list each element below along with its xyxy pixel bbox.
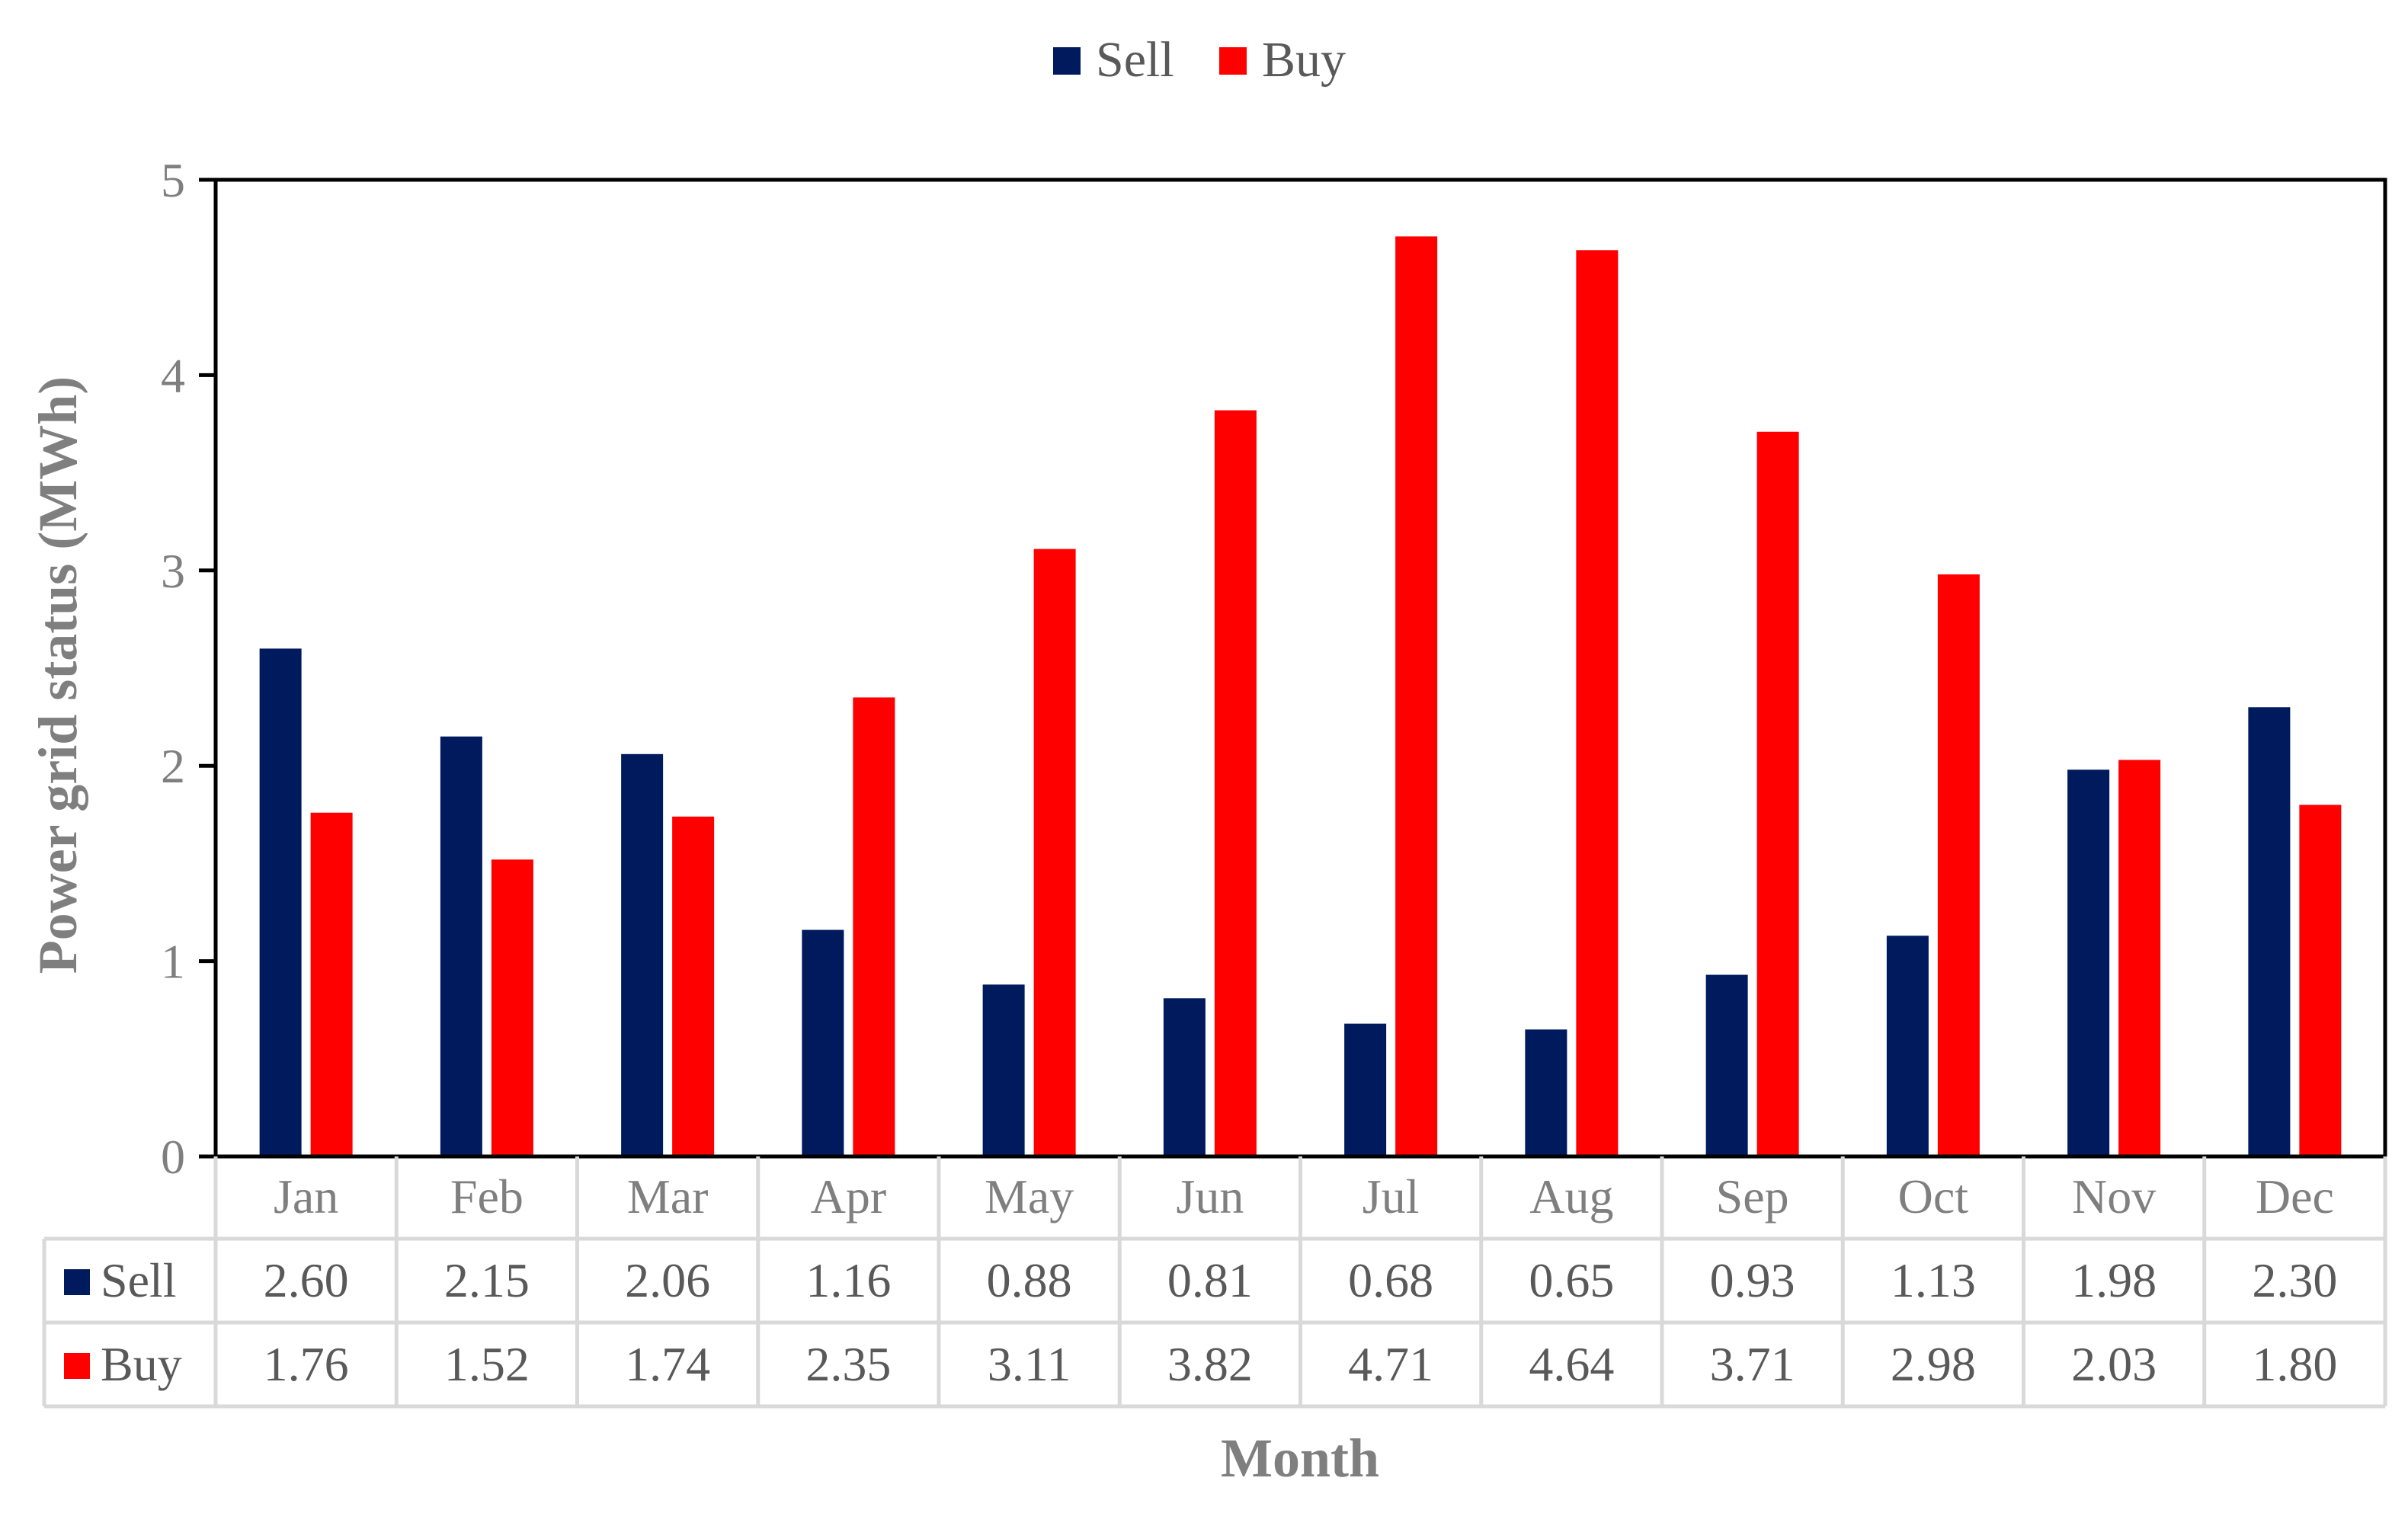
bar-buy-mar [672,816,715,1156]
x-tick-label: Jul [1363,1169,1420,1224]
table-row-label: Buy [101,1337,182,1391]
y-tick-label: 3 [161,544,185,598]
legend-label: Buy [1262,32,1346,88]
y-tick-label: 0 [161,1130,185,1184]
x-tick-label: Sep [1716,1169,1789,1224]
x-tick-label: Mar [627,1169,709,1224]
bar-buy-feb [491,859,533,1156]
x-tick-label: Jan [274,1169,338,1224]
x-tick-label: Apr [811,1169,887,1224]
table-cell-value: 3.11 [988,1337,1071,1391]
table-cell-value: 4.71 [1348,1337,1433,1391]
table-cell-value: 2.03 [2071,1337,2157,1391]
y-tick-label: 4 [161,348,185,402]
y-tick-label: 5 [161,153,185,207]
table-cell-value: 4.64 [1529,1337,1614,1391]
bar-sell-aug [1525,1029,1567,1156]
data-table: Jan Feb Mar Apr May Jun Jul Aug Sep Oct Nov Dec Sell… [42,1156,2387,1409]
bar-sell-jul [1344,1023,1387,1156]
table-cell-value: 0.65 [1529,1253,1614,1307]
table-cell-value: 2.30 [2252,1253,2337,1307]
y-tick-label: 1 [161,935,185,989]
table-cell-value: 1.16 [805,1253,891,1307]
x-tick-label: Nov [2072,1169,2156,1224]
bar-sell-dec [2248,707,2291,1156]
y-axis-title: Power grid status (MWh) [27,376,88,974]
bar-sell-jan [259,648,302,1156]
bar-buy-dec [2299,804,2342,1156]
table-cell-value: 0.81 [1167,1253,1253,1307]
table-cell-value: 1.52 [444,1337,530,1391]
bar-buy-apr [853,697,895,1156]
table-cell-value: 2.60 [264,1253,349,1307]
legend: Sell Buy [1053,32,1346,88]
bar-sell-nov [2067,769,2110,1156]
table-legend-key-sell [64,1269,90,1295]
bars [259,236,2342,1157]
table-cell-value: 1.13 [1891,1253,1976,1307]
bar-buy-may [1033,549,1076,1156]
table-cell-value: 2.06 [625,1253,710,1307]
x-tick-label: Jun [1176,1169,1244,1224]
y-tick-label: 2 [161,739,185,793]
table-cell-value: 0.93 [1710,1253,1795,1307]
x-tick-label: Dec [2256,1169,2334,1224]
table-cell-value: 3.82 [1167,1337,1253,1391]
table-cell-value: 2.35 [805,1337,891,1391]
table-legend-key-buy [64,1353,90,1379]
y-axis: 0 1 2 3 4 5 [161,153,216,1184]
bar-buy-sep [1756,431,1799,1156]
table-cell-value: 1.80 [2252,1337,2337,1391]
legend-key-buy [1219,47,1247,75]
bar-buy-nov [2118,760,2161,1156]
x-tick-label: Aug [1529,1169,1613,1224]
table-cell-value: 1.98 [2071,1253,2157,1307]
table-cell-value: 3.71 [1710,1337,1795,1391]
x-tick-label: Feb [450,1169,524,1224]
table-cell-value: 1.76 [264,1337,349,1391]
bar-buy-aug [1576,250,1619,1157]
bar-sell-apr [802,929,844,1156]
x-tick-label: Oct [1898,1169,1969,1224]
table-cell-value: 0.88 [987,1253,1072,1307]
bar-sell-oct [1886,936,1929,1156]
bar-sell-mar [621,753,664,1156]
bar-buy-jun [1214,410,1257,1156]
x-tick-label: May [985,1169,1074,1224]
table-cell-value: 2.98 [1891,1337,1976,1391]
bar-sell-may [982,984,1025,1156]
plot-area-frame [213,178,2387,1159]
table-cell-value: 1.74 [625,1337,710,1391]
bar-buy-jan [310,812,353,1156]
legend-label: Sell [1096,32,1174,88]
bar-buy-jul [1395,236,1438,1157]
table-cell-value: 2.15 [444,1253,530,1307]
bar-sell-jun [1163,998,1206,1156]
table-cell-value: 0.68 [1348,1253,1433,1307]
x-axis-title: Month [1221,1428,1379,1489]
bar-sell-sep [1705,974,1748,1156]
bar-sell-feb [440,736,482,1156]
table-row-label: Sell [101,1253,177,1307]
legend-key-sell [1053,47,1081,75]
bar-buy-oct [1937,574,1980,1156]
